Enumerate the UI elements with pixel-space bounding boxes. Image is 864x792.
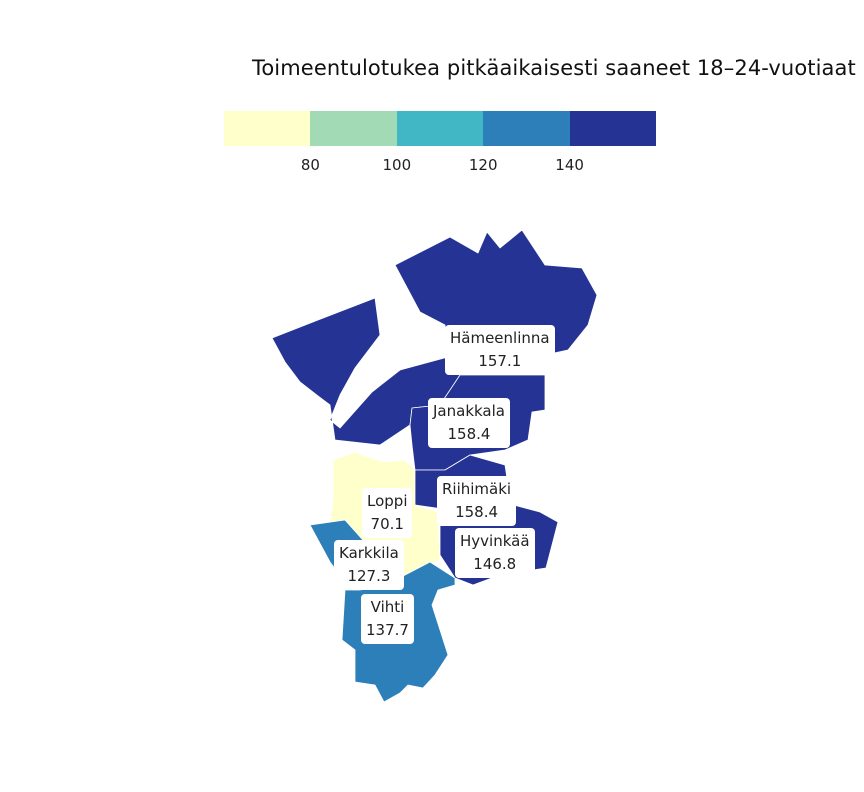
legend-tick: 100 — [382, 156, 412, 174]
region-value: 158.4 — [455, 503, 499, 521]
legend-ticks: 80 100 120 140 — [224, 156, 656, 178]
label-hyvinkaa: Hyvinkää 146.8 — [455, 528, 535, 578]
label-loppi: Loppi 70.1 — [362, 488, 413, 538]
legend-tick: 80 — [300, 156, 320, 174]
color-legend — [224, 111, 657, 146]
region-name: Loppi — [367, 492, 408, 510]
label-karkkila: Karkkila 127.3 — [334, 540, 404, 590]
legend-swatch-2 — [310, 111, 397, 146]
label-vihti: Vihti 137.7 — [361, 594, 414, 644]
region-name: Hyvinkää — [460, 532, 530, 550]
label-janakkala: Janakkala 158.4 — [428, 398, 510, 448]
legend-swatch-1 — [224, 111, 311, 146]
map-title: Toimeentulotukea pitkäaikaisesti saaneet… — [252, 56, 856, 80]
region-name: Riihimäki — [442, 480, 512, 498]
legend-swatch-4 — [483, 111, 570, 146]
region-name: Janakkala — [433, 402, 505, 420]
legend-tick: 140 — [555, 156, 584, 174]
region-value: 127.3 — [347, 567, 391, 585]
legend-swatch-5 — [569, 111, 657, 146]
region-name: Karkkila — [339, 544, 399, 562]
label-riihimaki: Riihimäki 158.4 — [437, 476, 517, 526]
region-name: Vihti — [370, 598, 405, 616]
region-name: Hämeenlinna — [450, 329, 550, 347]
region-value: 137.7 — [366, 621, 409, 639]
legend-tick: 120 — [468, 156, 498, 174]
label-hameenlinna: Hämeenlinna 157.1 — [445, 325, 555, 375]
region-value: 70.1 — [370, 515, 404, 533]
region-value: 157.1 — [478, 352, 522, 370]
region-value: 158.4 — [447, 425, 491, 443]
region-value: 146.8 — [473, 555, 517, 573]
legend-swatch-3 — [396, 111, 484, 146]
